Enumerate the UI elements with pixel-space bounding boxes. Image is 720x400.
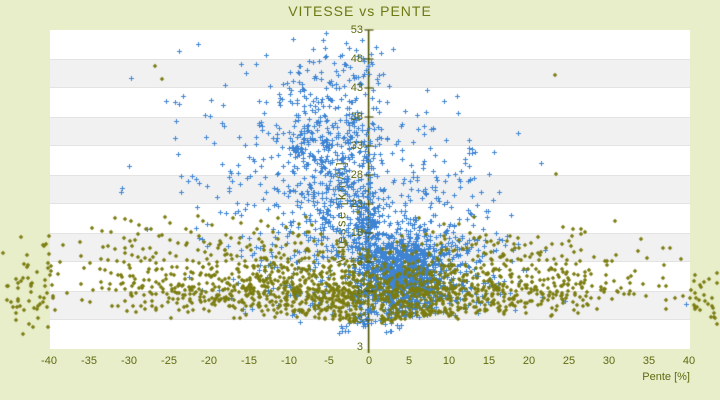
- x-tick-label: 40: [682, 355, 696, 367]
- x-tick-label: -20: [201, 355, 217, 367]
- x-tick-label: 35: [642, 355, 656, 367]
- x-tick-label: -40: [41, 355, 57, 367]
- y-axis-min-label: 3: [356, 341, 363, 353]
- x-tick-label: 0: [365, 355, 373, 367]
- y-tick-label: 18: [350, 226, 363, 239]
- x-tick-label: -25: [161, 355, 177, 367]
- x-axis-title: Pente [%]: [642, 371, 690, 383]
- y-tick-label: 23: [350, 197, 363, 210]
- x-tick-label: 25: [562, 355, 576, 367]
- y-tick-label: 28: [350, 168, 363, 181]
- chart-title: VITESSE vs PENTE: [288, 3, 432, 19]
- y-tick-label: 8: [356, 284, 363, 297]
- y-tick-label: 38: [350, 110, 363, 123]
- y-tick-label: 53: [350, 23, 363, 36]
- x-tick-label: 5: [405, 355, 413, 367]
- x-tick-label: 20: [522, 355, 536, 367]
- y-tick-label: 33: [350, 139, 363, 152]
- x-tick-label: -10: [281, 355, 297, 367]
- x-tick-label: 10: [442, 355, 456, 367]
- y-tick-label: 48: [350, 52, 363, 65]
- x-tick-label: -35: [81, 355, 97, 367]
- y-tick-label: 13: [350, 255, 363, 268]
- x-tick-label: 15: [482, 355, 496, 367]
- x-tick-label: 30: [602, 355, 616, 367]
- y-tick-label: 43: [350, 81, 363, 94]
- x-tick-label: -30: [121, 355, 137, 367]
- y-tick-label: 3: [356, 313, 363, 326]
- x-tick-label: -15: [241, 355, 257, 367]
- x-tick-label: -5: [324, 355, 334, 367]
